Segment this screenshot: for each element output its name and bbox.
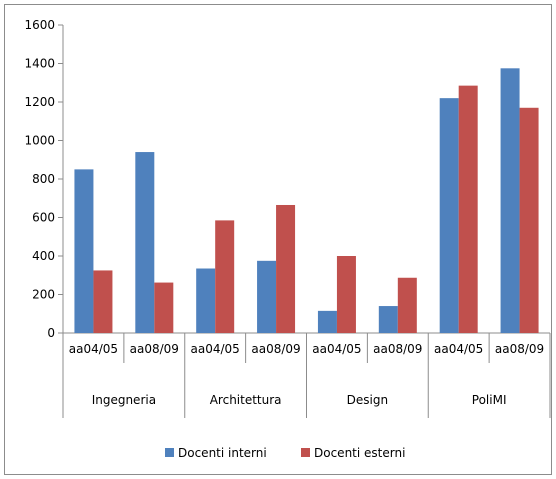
y-axis-ticks: 0 200 400 600 800 1000 1200 1400 1600 (24, 18, 63, 340)
y-tick-label: 400 (32, 249, 55, 263)
bar-docenti-esterni (276, 204, 296, 333)
bar-docenti-esterni (458, 85, 478, 333)
x-group-label: Ingegneria (92, 393, 156, 407)
bar-docenti-esterni (154, 282, 174, 333)
bar-docenti-interni (196, 268, 216, 333)
x-category-label: aa08/09 (130, 342, 179, 356)
x-category-label: aa08/09 (251, 342, 300, 356)
legend-label: Docenti esterni (314, 446, 405, 460)
y-tick-label: 1000 (24, 134, 55, 148)
legend-swatch (165, 448, 174, 457)
x-category-label: aa04/05 (312, 342, 361, 356)
bar-docenti-interni (257, 260, 277, 333)
x-group-label: PoliMI (472, 393, 507, 407)
bar-docenti-esterni (336, 256, 356, 333)
legend: Docenti interni Docenti esterni (165, 446, 405, 460)
x-group-label: Design (347, 393, 388, 407)
bar-docenti-esterni (215, 220, 235, 333)
y-tick-label: 1600 (24, 18, 55, 32)
bar-docenti-interni (317, 310, 337, 333)
chart-frame: 0 200 400 600 800 1000 1200 1400 1600 aa04/05 aa0… (4, 4, 552, 475)
bar-docenti-interni (135, 152, 155, 333)
bar-docenti-interni (74, 169, 94, 333)
x-category-label: aa04/05 (191, 342, 240, 356)
y-tick-label: 1400 (24, 57, 55, 71)
y-tick-label: 800 (32, 172, 55, 186)
x-category-label: aa08/09 (495, 342, 544, 356)
legend-label: Docenti interni (178, 446, 267, 460)
y-tick-label: 600 (32, 211, 55, 225)
x-axis-groups: Ingegneria Architettura Design PoliMI (62, 363, 551, 418)
x-axis-categories: aa04/05 aa08/09 aa04/05 aa08/09 aa04/05 aa08/… (62, 333, 551, 363)
x-category-label: aa08/09 (373, 342, 422, 356)
bar-docenti-interni (378, 306, 398, 333)
bar-docenti-interni (439, 98, 459, 334)
y-tick-label: 0 (47, 326, 55, 340)
x-group-label: Architettura (210, 393, 282, 407)
y-tick-label: 200 (32, 288, 55, 302)
bar-docenti-esterni (93, 270, 113, 333)
bar-docenti-esterni (519, 107, 539, 334)
x-category-label: aa04/05 (69, 342, 118, 356)
y-tick-label: 1200 (24, 95, 55, 109)
x-category-label: aa04/05 (434, 342, 483, 356)
legend-swatch (301, 448, 310, 457)
bar-docenti-esterni (397, 277, 417, 333)
bars (74, 68, 539, 334)
bar-docenti-interni (500, 68, 520, 333)
